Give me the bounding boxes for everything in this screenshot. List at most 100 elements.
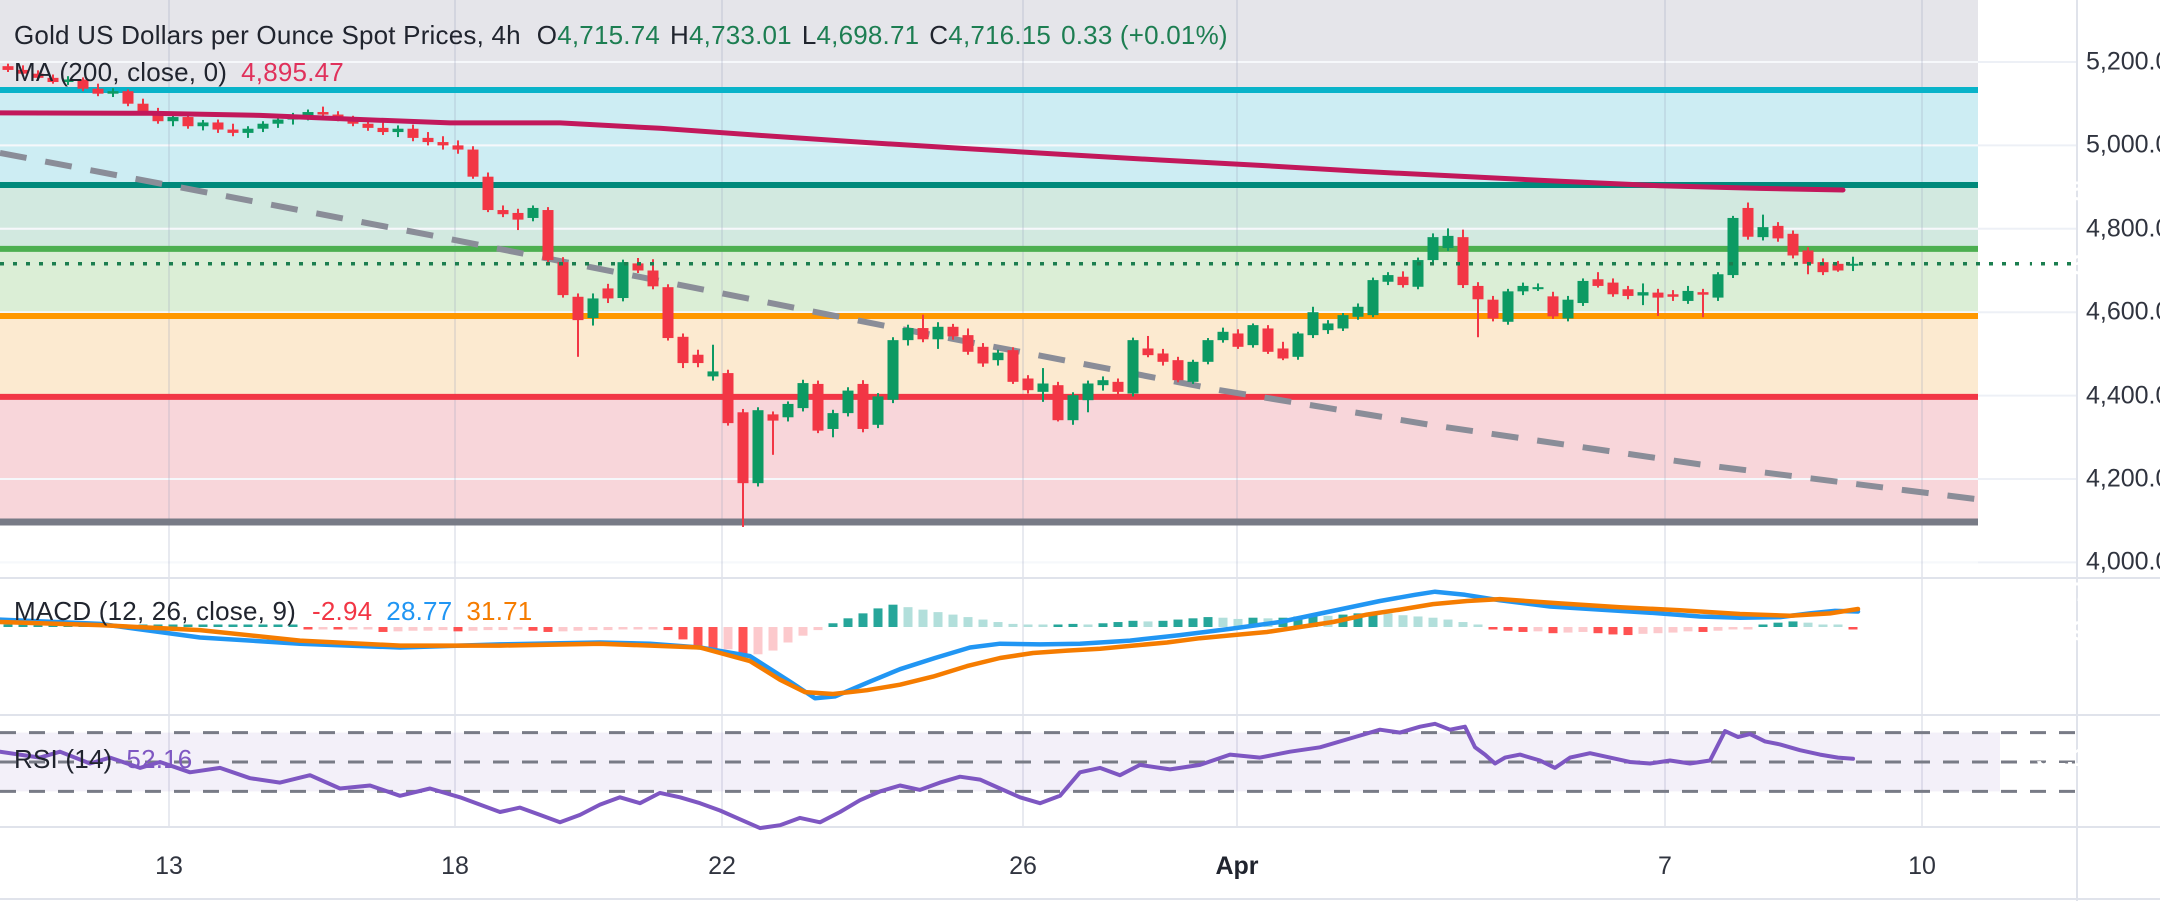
macd-hist-bar [18,624,28,627]
candle-body [1112,381,1124,392]
macd-hist-bar [1743,627,1753,630]
macd-hist-bar [1548,627,1558,634]
macd-hist-bar [1848,627,1858,630]
price-band [0,89,1978,186]
macd-hist-bar [168,624,178,627]
macd-hist-bar [843,618,853,627]
rsi-legend-value: 52.16 [126,744,193,774]
macd-hist-bar [1293,616,1303,627]
macd-hist-bar [933,612,943,627]
candle-body [1022,378,1034,391]
candle-body [1382,275,1394,282]
candle-body [1727,217,1739,276]
macd-hist-bar [963,617,973,627]
candle-body [1172,360,1184,381]
candle-body [1367,280,1379,316]
candle-body [137,103,149,113]
macd-hist-value: -2.94 [312,596,373,626]
candle-body [1637,292,1649,296]
macd-hist-bar [798,627,808,636]
price-band [0,185,1978,249]
candle-body [2,66,14,70]
macd-hist-bar [3,624,13,627]
macd-hist-bar [1773,622,1783,627]
candle-body [812,383,824,431]
candle-body [272,119,284,124]
time-axis-label: Apr [1215,852,1259,880]
macd-hist-bar [1038,624,1048,627]
candle-body [1697,292,1709,295]
macd-legend: MACD (12, 26, close, 9) -2.94 28.77 31.7… [14,596,532,627]
price-axis-label: 4,600.00 [2086,297,2160,326]
macd-hist-bar [873,608,883,627]
ma-price-badge: 4,895.47 [2017,175,2123,206]
macd-hist-bar [1023,624,1033,627]
macd-hist-bar [1383,613,1393,627]
candle-body [1742,207,1754,237]
candle-body [437,142,449,146]
candle-body [617,262,629,299]
symbol-title: Gold US Dollars per Ounce Spot Prices, 4… [14,20,521,50]
macd-hist-bar [993,622,1003,627]
macd-hist-bar [1443,619,1453,627]
macd-hist-bar [1128,620,1138,627]
macd-hist-bar [498,627,508,631]
macd-hist-bar [1068,623,1078,627]
macd-hist-bar [348,627,358,630]
macd-hist-bar [768,627,778,651]
candle-body [722,373,734,424]
ma200-line [0,110,1846,193]
macd-hist-bar [483,627,493,631]
macd-hist-bar [1098,623,1108,627]
macd-hist-bar [1503,627,1513,631]
macd-hist-bar [588,627,598,631]
candle-body [1037,383,1049,392]
macd-hist-bar [1188,618,1198,627]
macd-hist-bar [1758,624,1768,627]
candle-body [167,117,179,122]
candle-body [1712,274,1724,298]
macd-hist-badge: -2.94 [2039,615,2101,646]
candle-body [977,346,989,364]
candle-body [107,91,119,94]
candle-body [1607,282,1619,295]
macd-hist-bar [303,627,313,630]
candle-body [1352,306,1364,317]
time-axis-label: 26 [1009,852,1037,880]
candle-body [1232,333,1244,347]
price-band [0,315,1978,397]
candle-body [1052,385,1064,421]
macd-hist-bar [363,627,373,630]
macd-signal-value: 31.71 [466,596,533,626]
candle-body [1757,227,1769,238]
candle-body [1322,323,1334,331]
macd-hist-bar [273,624,283,627]
candle-body [1592,279,1604,286]
candle-body [1562,299,1574,319]
ma-legend-label: MA (200, close, 0) [14,57,228,87]
macd-hist-bar [753,627,763,655]
candle-body [887,340,899,400]
candle-body [707,371,719,377]
macd-hist-bar [1353,613,1363,627]
macd-value-badge: 28.77 [2036,576,2104,607]
candle-body [302,112,314,116]
macd-hist-bar [783,627,793,643]
candle-body [1262,328,1274,352]
candle-body [1832,263,1844,271]
candle-body [362,123,374,128]
candle-body [857,383,869,429]
macd-hist-bar [1833,624,1843,627]
macd-hist-bar [1143,621,1153,627]
macd-hist-bar [408,627,418,631]
macd-hist-bar [828,623,838,627]
macd-hist-bar [1053,624,1063,627]
macd-hist-bar [1488,627,1498,630]
ohlc-open-label: O [536,20,558,50]
macd-hist-bar [1698,627,1708,632]
macd-hist-bar [243,624,253,627]
candle-body [737,412,749,484]
candle-body [242,128,254,133]
time-axis-label: 7 [1658,852,1672,880]
